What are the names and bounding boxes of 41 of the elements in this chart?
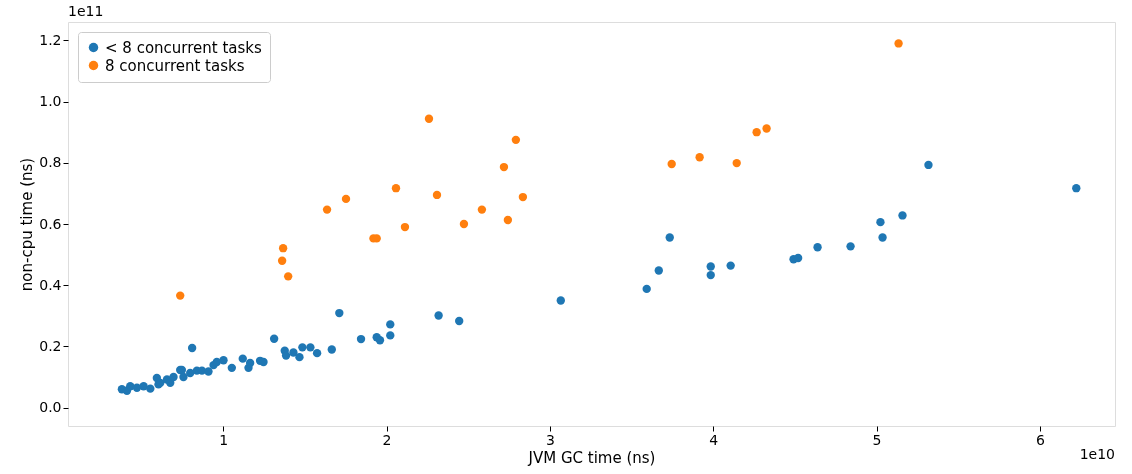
x-tick-label: 1 <box>219 431 229 448</box>
point <box>762 124 771 133</box>
point <box>284 272 293 281</box>
x-tick-label: 6 <box>1035 431 1045 448</box>
legend-label: 8 concurrent tasks <box>105 56 245 75</box>
point <box>424 114 434 123</box>
point <box>511 135 521 145</box>
point <box>477 205 487 214</box>
point <box>518 192 528 202</box>
y-tick-label: 0.6 <box>39 215 62 232</box>
text: 1e11 <box>68 3 104 19</box>
point <box>499 162 509 172</box>
x-tick-label: 4 <box>709 431 719 448</box>
y-tick-label: 0.4 <box>39 276 62 293</box>
point <box>503 215 513 225</box>
point <box>459 219 469 229</box>
x-axis-title: JVM GC time (ns) <box>527 448 656 467</box>
point <box>894 39 903 48</box>
y-tick-label: 0.8 <box>39 154 62 171</box>
y-axis-title: non-cpu time (ns) <box>18 157 37 292</box>
point <box>322 205 332 214</box>
point <box>176 291 185 300</box>
point <box>341 194 351 204</box>
point <box>432 190 442 200</box>
point <box>732 158 741 168</box>
x-tick-label: 2 <box>382 431 392 448</box>
point <box>695 153 704 162</box>
x-tick-label: 5 <box>872 431 882 448</box>
point <box>667 159 676 169</box>
y-tick-label: 1.2 <box>39 31 62 48</box>
point <box>391 184 401 193</box>
text: 1e10 <box>1079 446 1115 462</box>
y-tick-label: 0.0 <box>39 399 62 416</box>
x-tick-label: 3 <box>545 431 555 448</box>
point <box>400 222 410 232</box>
y-tick-label: 0.2 <box>39 337 62 354</box>
point <box>278 244 288 253</box>
point <box>752 128 761 137</box>
y-tick-label: 1.0 <box>39 93 62 110</box>
legend-label: < 8 concurrent tasks <box>105 38 263 57</box>
point <box>277 256 287 265</box>
